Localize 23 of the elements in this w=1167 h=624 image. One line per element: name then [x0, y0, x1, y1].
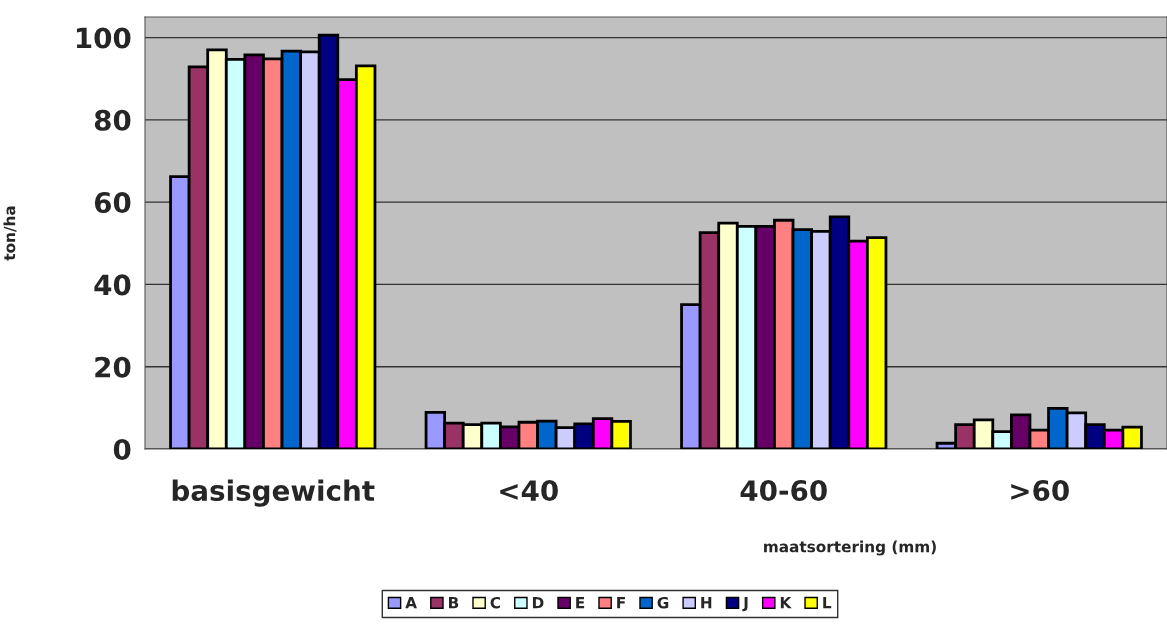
y-tick-label: 100: [76, 27, 131, 49]
y-axis-title: ton/ha: [3, 206, 17, 261]
x-tick-label: <40: [500, 480, 558, 502]
legend-label: A: [405, 597, 417, 609]
x-tick-label: basisgewicht: [172, 479, 375, 507]
legend-label: K: [780, 597, 792, 609]
legend-label: L: [823, 597, 832, 609]
legend-label: E: [576, 597, 585, 609]
x-tick-label: 40-60: [740, 480, 827, 502]
legend-label: C: [490, 596, 501, 609]
y-tick-label: 60: [94, 192, 131, 214]
x-tick-label: >60: [1011, 480, 1069, 502]
legend-label: G: [657, 596, 669, 609]
x-axis-title: maatsortering (mm): [764, 540, 936, 556]
legend-label: B: [449, 597, 459, 609]
y-tick-label: 20: [95, 356, 131, 378]
legend-label: D: [532, 597, 544, 609]
y-tick-label: 80: [94, 109, 131, 131]
legend-label: J: [742, 597, 748, 612]
legend-label: F: [617, 597, 625, 609]
y-tick-label: 40: [94, 274, 131, 296]
y-tick-label: 0: [113, 438, 131, 460]
legend-label: H: [701, 597, 712, 609]
